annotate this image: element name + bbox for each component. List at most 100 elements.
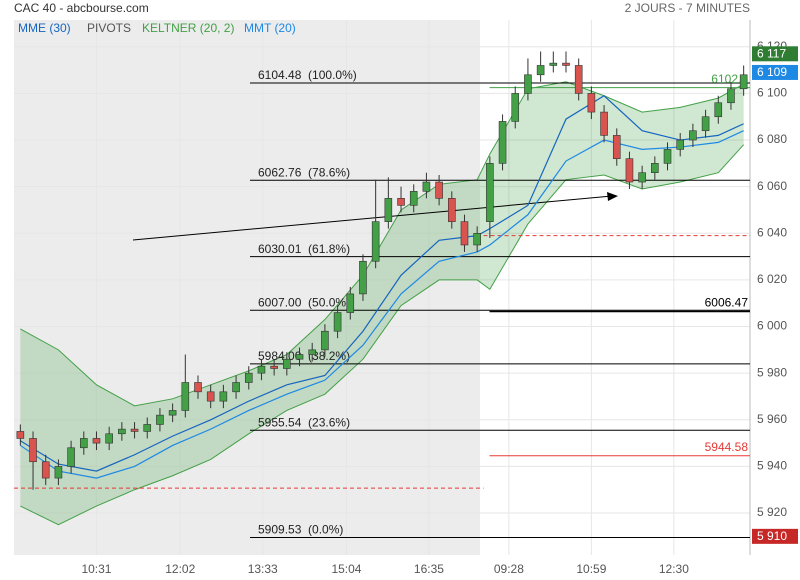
y-tick-label: 5 980 — [757, 365, 787, 379]
fibonacci-label: 6062.76 (78.6%) — [258, 165, 350, 179]
candle-body — [486, 163, 494, 222]
fibonacci-label: 5909.53 (0.0%) — [258, 523, 343, 537]
legend-entry[interactable]: MME (30) — [18, 21, 71, 35]
y-tick-label: 6 080 — [757, 132, 787, 146]
fibonacci-label: 6007.00 (50.0%) — [258, 295, 350, 309]
fibonacci-label: 5955.54 (23.6%) — [258, 415, 350, 429]
candle-body — [651, 163, 659, 173]
legend: MME (30) PIVOTS KELTNER (20, 2) MMT (20) — [18, 21, 296, 35]
candle-body — [29, 438, 37, 463]
candle-body — [232, 382, 240, 393]
candle-body — [270, 365, 278, 369]
x-tick-label: 15:04 — [331, 562, 361, 576]
legend-entry[interactable]: KELTNER (20, 2) — [142, 21, 234, 35]
candle-body — [397, 198, 405, 206]
candle-body — [346, 293, 355, 313]
y-tick-label: 6 040 — [757, 225, 787, 239]
candle-body — [105, 433, 113, 444]
x-tick-label: 10:31 — [81, 562, 111, 576]
candle-body — [625, 158, 634, 183]
price-tag-label: 6 117 — [757, 46, 786, 60]
y-tick-label: 6 100 — [757, 86, 787, 100]
candle-body — [371, 221, 380, 262]
candle-body — [92, 438, 101, 444]
candle-body — [143, 424, 152, 432]
candle-body — [600, 111, 608, 136]
candle-body — [587, 93, 596, 113]
candle-body — [283, 358, 291, 369]
price-tag-label: 5 910 — [757, 529, 787, 543]
indicator-line — [20, 130, 744, 479]
candle-body — [181, 382, 190, 411]
trend-arrowhead — [607, 192, 618, 201]
x-tick-label: 13:33 — [248, 562, 278, 576]
candle-body — [524, 74, 532, 94]
y-tick-label: 6 000 — [757, 319, 787, 333]
candle-body — [359, 260, 367, 295]
x-tick-label: 10:59 — [576, 562, 606, 576]
candle-body — [663, 149, 672, 164]
candle-body — [118, 428, 126, 435]
candle-body — [676, 139, 684, 150]
candle-body — [244, 372, 253, 383]
candle-body — [714, 102, 723, 118]
candle-body — [80, 438, 88, 449]
x-tick-label: 16:35 — [414, 562, 444, 576]
candle-body — [130, 428, 139, 432]
level-label: 6102.5 — [711, 72, 748, 86]
candle-body — [612, 135, 621, 160]
candle-body — [549, 62, 558, 66]
candle-body — [384, 198, 393, 222]
fibonacci-label: 6030.01 (61.8%) — [258, 242, 350, 256]
y-tick-label: 5 940 — [757, 459, 787, 473]
candle-body — [739, 74, 748, 90]
price-tag — [752, 528, 798, 544]
candle-body — [54, 466, 63, 479]
candle-body — [194, 382, 202, 393]
candle-body — [435, 181, 443, 199]
x-tick-label: 09:28 — [494, 562, 524, 576]
candle-body — [574, 65, 583, 94]
candle-body — [308, 349, 316, 355]
candle-body — [219, 391, 228, 402]
indicator-line — [20, 95, 744, 472]
candle-body — [498, 121, 507, 164]
price-tag-label: 6 109 — [757, 65, 787, 79]
candle-body — [16, 431, 25, 439]
candle-body — [168, 410, 177, 416]
price-tag — [752, 46, 798, 62]
previous-session-area — [14, 20, 480, 555]
candle-body — [473, 233, 481, 246]
candle-body — [41, 461, 50, 479]
candle-body — [727, 88, 735, 104]
legend-entry[interactable]: MMT (20) — [244, 21, 296, 35]
candle-body — [448, 198, 456, 222]
fibonacci-label: 5984.00 (38.2%) — [258, 349, 350, 363]
candle-body — [257, 365, 266, 374]
candle-body — [562, 62, 570, 66]
y-tick-label: 5 960 — [757, 412, 787, 426]
fibonacci-label: 6104.48 (100.0%) — [258, 68, 357, 82]
candle-body — [689, 130, 697, 141]
candle-body — [333, 312, 342, 332]
candle-body — [638, 172, 646, 183]
y-tick-label: 6 060 — [757, 179, 787, 193]
chart-title: CAC 40 - abcbourse.com — [14, 1, 149, 15]
level-label: 6006.47 — [705, 296, 749, 310]
chart-subtitle: 2 JOURS - 7 MINUTES — [625, 1, 750, 15]
candle-body — [321, 330, 329, 351]
legend-entry[interactable]: PIVOTS — [87, 21, 131, 35]
x-tick-label: 12:30 — [659, 562, 689, 576]
candle-body — [460, 221, 469, 246]
candle-body — [536, 65, 545, 76]
candle-body — [422, 181, 431, 192]
candle-body — [511, 93, 520, 122]
price-tag — [752, 64, 798, 80]
candle-body — [206, 391, 215, 402]
trend-line — [132, 195, 613, 241]
x-tick-label: 12:02 — [165, 562, 195, 576]
candle-body — [409, 191, 418, 206]
candle-body — [156, 414, 164, 425]
candle-body — [67, 447, 75, 467]
